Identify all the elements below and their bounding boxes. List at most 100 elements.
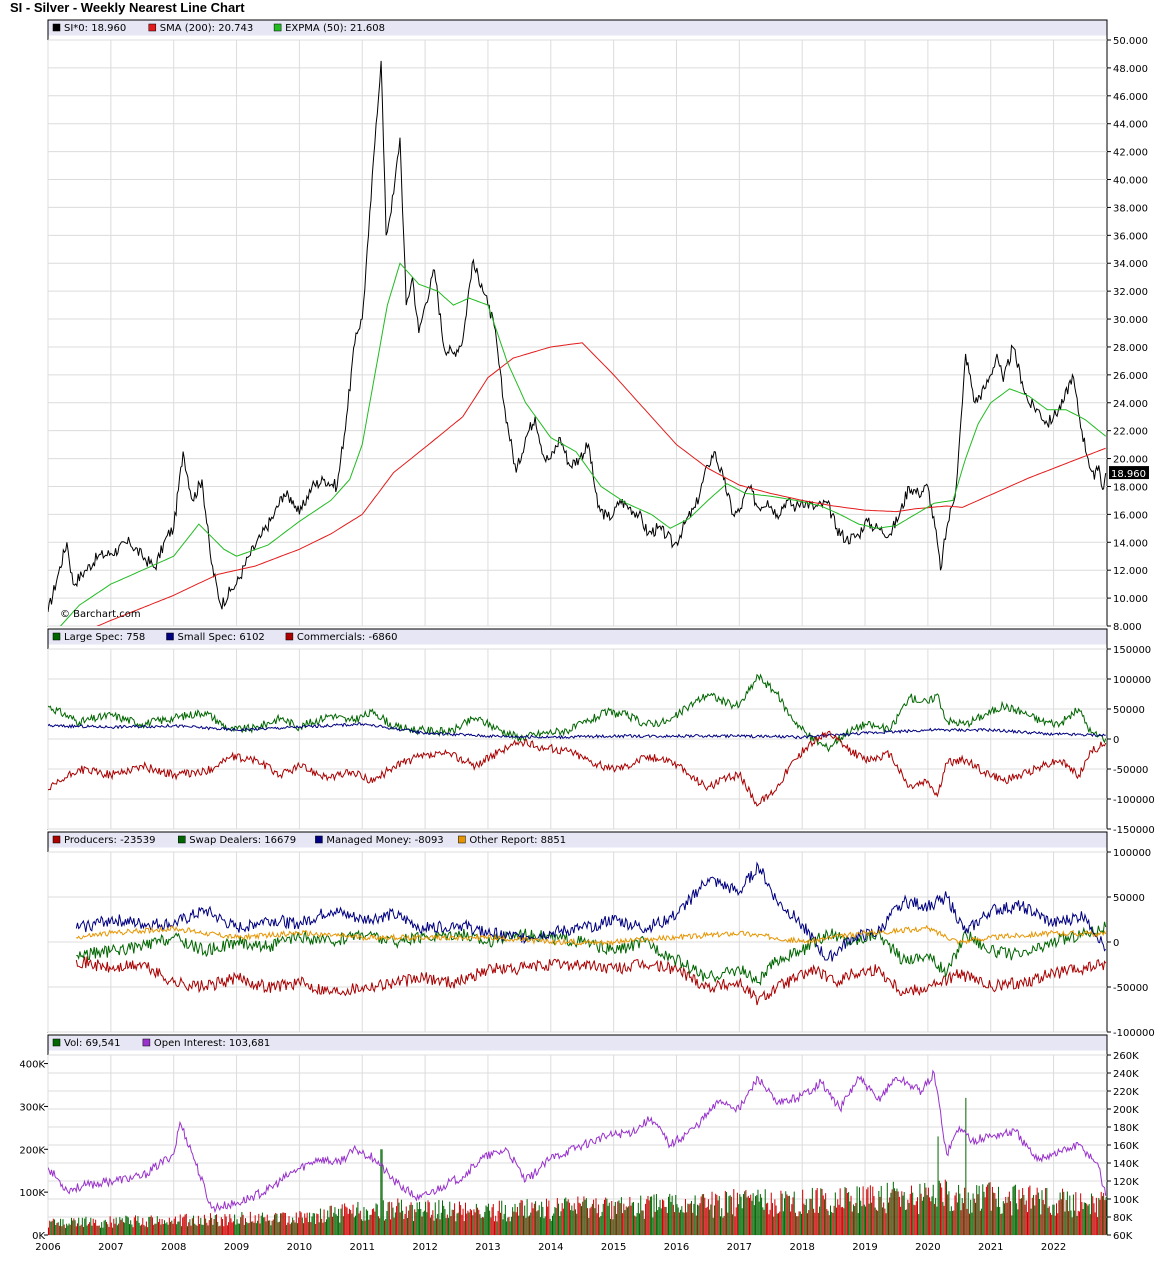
legend-entry: Producers: -23539	[64, 835, 156, 846]
volume-bar	[700, 1196, 702, 1235]
volume-bar	[84, 1218, 86, 1235]
volume-bar	[165, 1223, 167, 1235]
volume-bar	[445, 1218, 447, 1235]
volume-bar	[617, 1201, 619, 1235]
volume-bar	[1078, 1211, 1080, 1235]
volume-bar	[619, 1203, 621, 1235]
volume-bar	[102, 1227, 104, 1235]
volume-bar	[92, 1218, 94, 1235]
volume-bar	[463, 1221, 465, 1235]
volume-bar	[774, 1199, 776, 1235]
volume-bar	[971, 1212, 973, 1235]
volume-bar	[103, 1220, 105, 1235]
volume-bar	[201, 1224, 203, 1235]
volume-bar	[438, 1200, 440, 1235]
volume-bar	[1054, 1215, 1056, 1235]
volume-bar	[400, 1199, 402, 1235]
volume-bar	[241, 1212, 243, 1235]
volume-bar	[770, 1192, 772, 1235]
volume-bar	[541, 1201, 543, 1235]
volume-bar	[72, 1220, 74, 1235]
volume-bar	[581, 1206, 583, 1235]
volume-bar	[901, 1191, 903, 1235]
volume-bar	[101, 1222, 103, 1235]
volume-bar	[805, 1199, 807, 1235]
volume-bar	[119, 1217, 121, 1235]
volume-bar	[600, 1215, 602, 1235]
volume-bar	[422, 1211, 424, 1235]
volume-bar	[765, 1203, 767, 1235]
volume-bar	[943, 1205, 945, 1235]
volume-bar	[822, 1195, 824, 1235]
volume-bar	[903, 1192, 905, 1235]
volume-bar	[671, 1195, 673, 1235]
volume-bar	[551, 1215, 553, 1235]
volume-bar	[489, 1210, 491, 1235]
volume-bar	[570, 1210, 572, 1235]
volume-bar	[948, 1191, 950, 1235]
volume-bar	[208, 1220, 210, 1235]
volume-bar	[197, 1215, 199, 1235]
volume-bar	[579, 1203, 581, 1235]
volume-bar	[307, 1222, 309, 1235]
volume-bar	[148, 1216, 150, 1235]
volume-bar	[341, 1204, 343, 1235]
volume-bar	[452, 1209, 454, 1235]
volume-bar	[143, 1224, 145, 1235]
volume-bar	[274, 1214, 276, 1235]
volume-bar	[672, 1204, 674, 1235]
volume-bar	[403, 1218, 405, 1235]
volume-bar	[474, 1212, 476, 1235]
volume-bar	[602, 1203, 604, 1235]
volume-bar	[375, 1203, 377, 1235]
volume-bar	[848, 1192, 850, 1235]
volume-bar	[174, 1216, 176, 1235]
volume-bar	[267, 1220, 269, 1235]
volume-bar	[1002, 1201, 1004, 1235]
volume-bar	[739, 1194, 741, 1235]
volume-bar	[799, 1211, 801, 1235]
volume-bar	[616, 1213, 618, 1235]
y-tick-label: 32.000	[1113, 287, 1148, 298]
volume-bar	[521, 1200, 523, 1235]
volume-bar	[225, 1216, 227, 1235]
volume-bar	[584, 1199, 586, 1235]
volume-bar	[259, 1223, 261, 1235]
volume-bar	[519, 1202, 521, 1235]
volume-bar	[690, 1200, 692, 1235]
volume-bar	[1068, 1211, 1070, 1235]
volume-bar	[632, 1201, 634, 1235]
volume-bar	[538, 1205, 540, 1235]
volume-bar	[623, 1203, 625, 1235]
volume-bar	[676, 1204, 678, 1235]
legend-entry: SMA (200): 20.743	[160, 23, 253, 34]
volume-bar	[200, 1217, 202, 1235]
y-tick-label: 10.000	[1113, 594, 1148, 605]
volume-bar	[473, 1209, 475, 1235]
x-tick-label: 2007	[98, 1242, 123, 1253]
volume-bar	[695, 1215, 697, 1235]
volume-bar	[131, 1224, 133, 1235]
volume-bar	[596, 1213, 598, 1235]
volume-bar	[373, 1208, 375, 1235]
volume-bar	[1005, 1196, 1007, 1235]
volume-bar	[492, 1204, 494, 1235]
volume-bar	[515, 1212, 517, 1235]
volume-bar	[869, 1185, 871, 1235]
y-tick-label: 12.000	[1113, 566, 1148, 577]
volume-bar	[502, 1219, 504, 1235]
volume-bar	[425, 1201, 427, 1235]
volume-bar	[357, 1201, 359, 1235]
volume-bar	[554, 1207, 556, 1235]
volume-bar	[321, 1218, 323, 1235]
volume-bar	[1019, 1198, 1021, 1235]
legend-swatch	[52, 23, 61, 32]
volume-bar	[518, 1215, 520, 1235]
volume-bar	[516, 1206, 518, 1235]
volume-bar	[220, 1217, 222, 1235]
volume-bar	[81, 1217, 83, 1235]
volume-bar	[749, 1197, 751, 1235]
volume-bar	[981, 1208, 983, 1235]
volume-bar	[820, 1188, 822, 1235]
volume-bar	[276, 1213, 278, 1235]
